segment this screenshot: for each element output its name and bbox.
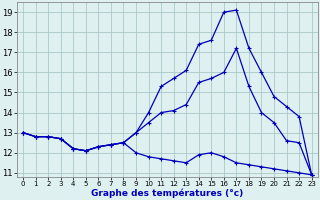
X-axis label: Graphe des températures (°c): Graphe des températures (°c) (91, 188, 244, 198)
